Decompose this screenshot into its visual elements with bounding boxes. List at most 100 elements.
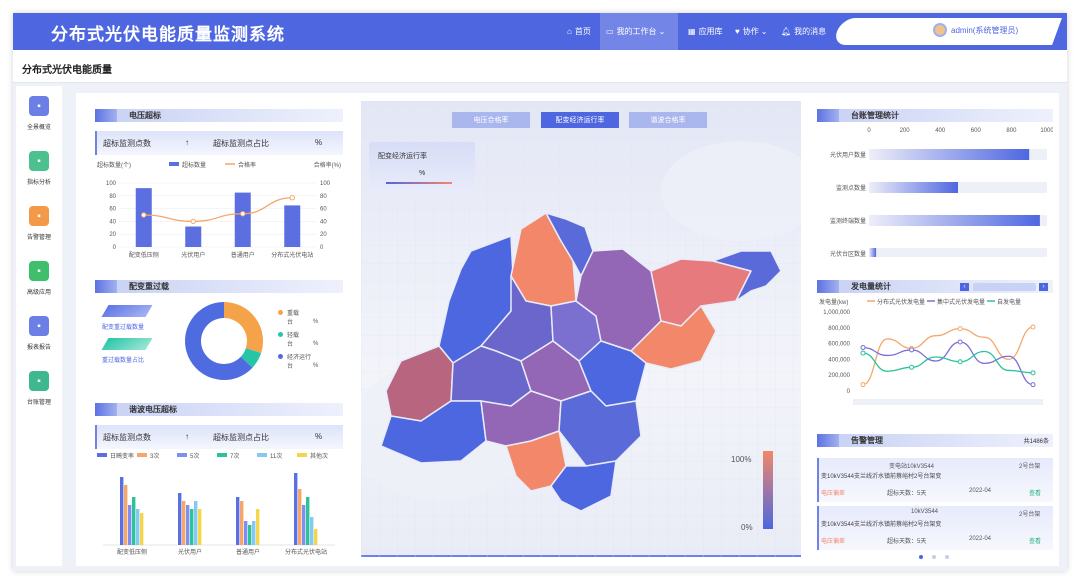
legend-swatch: [297, 453, 307, 457]
sidebar-item-5[interactable]: ▪ 报表报告: [16, 316, 62, 351]
sidebar-item-label: 告警管理: [26, 235, 51, 241]
nav-collaborate[interactable]: ♥ 协作 ⌄: [729, 13, 773, 50]
voltage-kpi: 超标监测点数 ↑ 超标监测点占比 %: [95, 131, 343, 155]
sidebar: ▪ 全景概览 ▪ 指标分析 ▪ 告警管理 ▪ 高级应用 ▪ 报表报告 ▪ 台账管理: [16, 86, 62, 566]
kpi-left-label: 超标监测点数: [103, 139, 151, 148]
tab-harmonic-rate[interactable]: 谐波合格率: [629, 112, 707, 128]
bar: [284, 205, 301, 247]
line-point: [909, 347, 915, 353]
alarm-total: 共1486条: [1023, 439, 1049, 445]
x-tick-label: 普通用户: [236, 548, 260, 556]
scale-max-label: 100%: [731, 455, 752, 464]
app-title: 分布式光伏电能质量监测系统: [51, 25, 285, 44]
sub-bar: 分布式光伏电能质量: [13, 50, 1067, 83]
sidebar-item-2[interactable]: ▪ 指标分析: [16, 151, 62, 186]
region-9[interactable]: [630, 305, 717, 370]
prev-arrow-icon[interactable]: ‹: [960, 283, 969, 291]
bar: [132, 497, 136, 545]
header-block: [95, 109, 117, 122]
generation-chart: 发电量(kw) 分布式光伏发电量 集中式光伏发电量 自发电量 0 200,000 400,0…: [819, 298, 1043, 405]
tab-economic-rate[interactable]: 配变经济运行率: [541, 112, 619, 128]
page-dot[interactable]: [945, 555, 949, 559]
bar: [314, 529, 318, 545]
ledger-panel: 台账管理统计 0 200 400 600 800 1000 光伏用户数量 监测点数量 监测终端数…: [817, 109, 1053, 257]
sidebar-item-3[interactable]: ▪ 告警管理: [16, 206, 62, 241]
map-info-value: %: [419, 170, 426, 177]
overload-count-label: 配变重过载数量: [102, 325, 145, 331]
header-block: [817, 434, 839, 447]
legend-unit-percent: %: [313, 318, 319, 325]
overload-panel-header: 配变重过载: [95, 280, 343, 293]
legend-unit-count: 台: [287, 364, 294, 370]
line-point: [860, 350, 866, 356]
sidebar-item-6[interactable]: ▪ 台账管理: [16, 371, 62, 406]
page-dot[interactable]: [932, 555, 936, 559]
nav-home[interactable]: ⌂ 首页: [561, 13, 597, 50]
legend-swatch: [97, 453, 107, 457]
user-menu[interactable]: admin(系统管理员): [933, 23, 1018, 37]
legend-label: 分布式光伏发电量: [877, 298, 925, 306]
y-tick-right: 20: [320, 232, 327, 238]
bar-track: [869, 248, 1047, 257]
y-tick-label: 400,000: [828, 357, 850, 363]
legend-label: 经济运行: [287, 355, 312, 361]
alarm-icon: ▪: [29, 206, 49, 226]
legend-label: 其他次: [310, 452, 328, 460]
bar: [124, 485, 128, 545]
alarm-item[interactable]: 变电站10kV3544 2号台架 变10kV3544支兰线沂水镇前蔡峪村2号台架…: [817, 458, 1053, 502]
legend-label: 日畸变率: [110, 452, 134, 460]
ledger-panel-header: 台账管理统计: [817, 109, 1053, 122]
kpi-unit: %: [315, 432, 323, 441]
nav-workbench-label: 我的工作台: [616, 27, 657, 36]
bar: [869, 182, 958, 193]
harmonic-kpi: 超标监测点数 ↑ 超标监测点占比 %: [95, 425, 343, 449]
x-tick-label: 800: [1006, 128, 1017, 134]
alarm-date: 2022-04: [969, 488, 992, 494]
x-tick-label: 分布式光伏电站: [271, 251, 313, 259]
chevron-down-icon: ⌄: [760, 27, 768, 36]
bar: [236, 497, 240, 545]
x-tick-label: 200: [900, 128, 911, 134]
top-bar: 分布式光伏电能质量监测系统 ⌂ 首页 ▭ 我的工作台 ⌄ ▦ 应用库 ♥ 协作 ⌄ 🔔︎ 我的…: [13, 13, 1067, 50]
bar: [198, 509, 202, 545]
y-tick-label: 600,000: [828, 342, 850, 348]
bar: [252, 521, 256, 545]
sidebar-item-label: 高级应用: [26, 290, 51, 296]
legend-unit-percent: %: [313, 362, 319, 369]
legend-sub: 台%: [287, 361, 319, 371]
province-map: [380, 212, 782, 512]
sidebar-item-label: 报表报告: [26, 345, 51, 351]
header-block: [817, 280, 839, 293]
tab-voltage-rate[interactable]: 电压合格率: [452, 112, 530, 128]
page-dot-active[interactable]: [919, 555, 923, 559]
ledger-icon: ▪: [29, 371, 49, 391]
map-panel: 电压合格率 配变经济运行率 谐波合格率 配变经济运行率 % 100% 0%: [361, 101, 801, 557]
nav-messages[interactable]: 🔔︎ 我的消息: [775, 13, 832, 50]
alarm-view-link[interactable]: 查看: [1029, 491, 1042, 497]
sidebar-item-4[interactable]: ▪ 高级应用: [16, 261, 62, 296]
bar: [244, 521, 248, 545]
sidebar-item-label: 全景概览: [26, 125, 51, 131]
analysis-icon: ▪: [29, 151, 49, 171]
bar: [294, 473, 298, 545]
app-window: 分布式光伏电能质量监测系统 ⌂ 首页 ▭ 我的工作台 ⌄ ▦ 应用库 ♥ 协作 ⌄ 🔔︎ 我的…: [13, 13, 1067, 571]
region-18[interactable]: [550, 460, 617, 512]
nav-app-library[interactable]: ▦ 应用库: [682, 13, 729, 50]
region-16[interactable]: [558, 390, 642, 467]
sidebar-item-1[interactable]: ▪ 全景概览: [16, 96, 62, 131]
alarm-item[interactable]: 10kV3544 2号台架 变10kV3544支兰线沂水镇前蔡峪村2号台架变 电…: [817, 506, 1053, 550]
x-tick-label: 400: [935, 128, 946, 134]
nav-workbench[interactable]: ▭ 我的工作台 ⌄: [600, 13, 678, 50]
region-8[interactable]: [712, 250, 782, 302]
alarm-view-link[interactable]: 查看: [1029, 539, 1042, 545]
generation-slider[interactable]: [973, 283, 1036, 291]
y-tick-right: 80: [320, 194, 327, 200]
legend-label: 轻载: [287, 333, 300, 339]
legend-swatch: [137, 453, 147, 457]
overview-icon: ▪: [29, 96, 49, 116]
apps-icon: ▪: [29, 261, 49, 281]
series-line: [862, 350, 1034, 374]
next-arrow-icon[interactable]: ›: [1039, 283, 1048, 291]
bar: [248, 525, 252, 545]
